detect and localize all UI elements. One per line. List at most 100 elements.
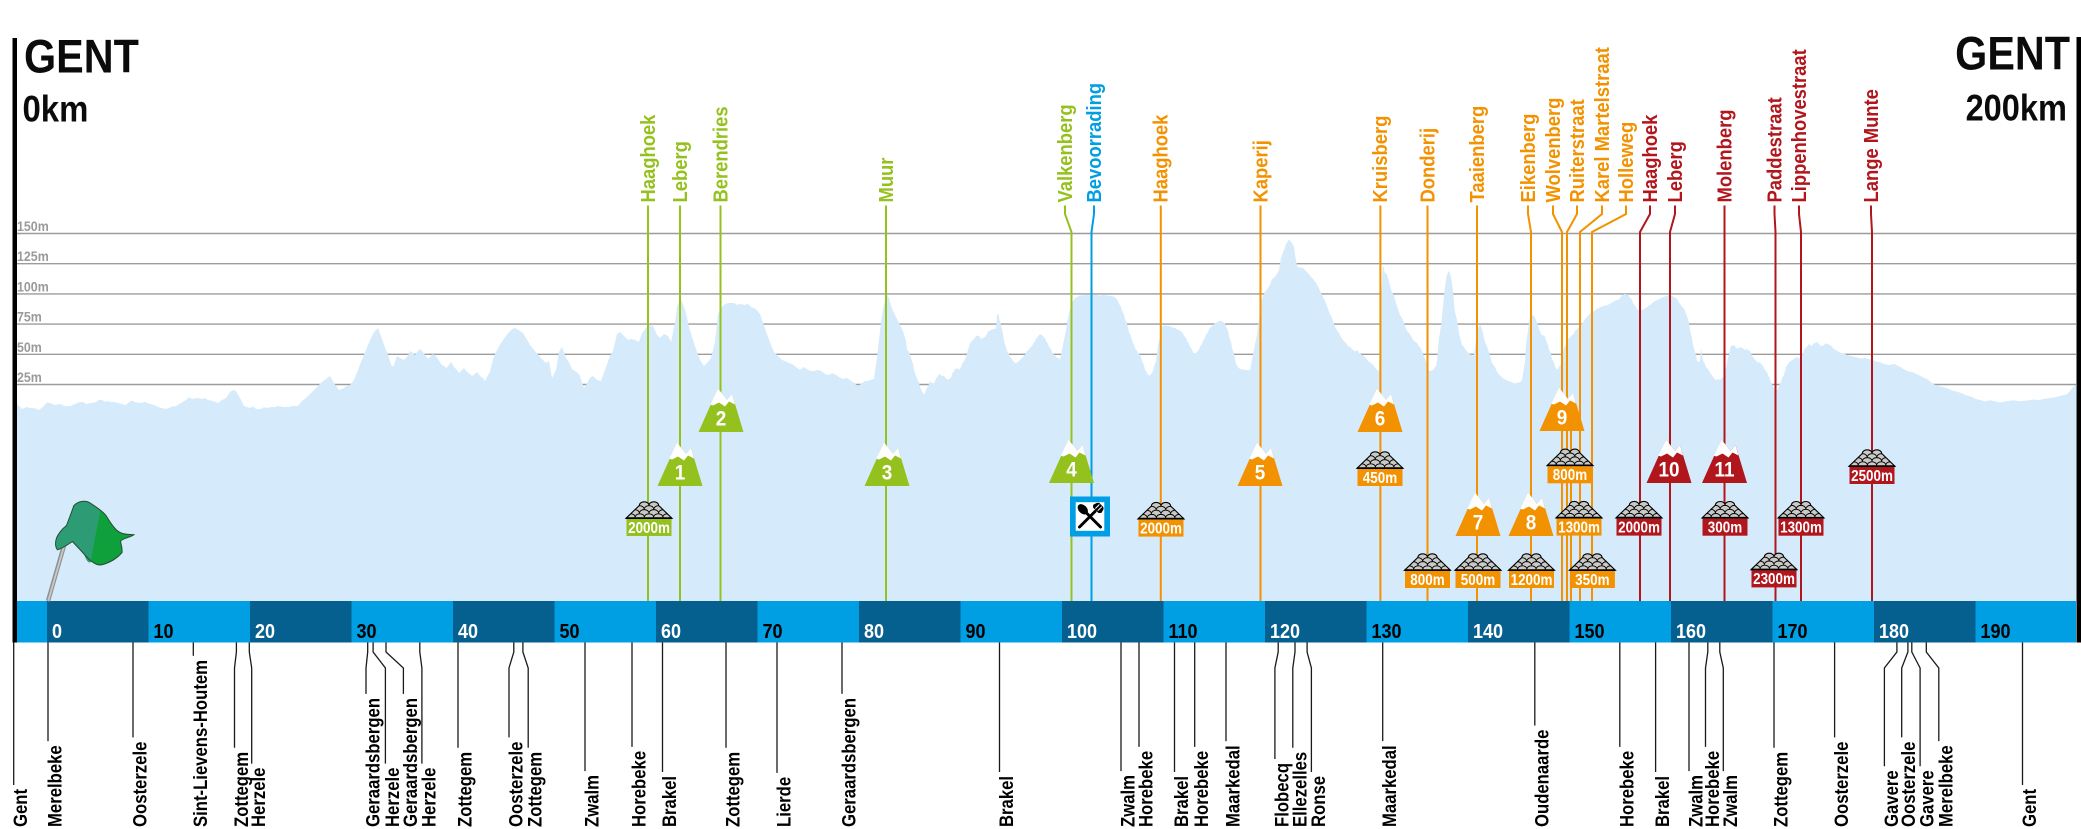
svg-text:160: 160	[1676, 621, 1706, 643]
svg-text:11: 11	[1714, 459, 1734, 482]
svg-text:Taaienberg: Taaienberg	[1467, 106, 1489, 203]
svg-text:Maarkedal: Maarkedal	[1223, 745, 1244, 827]
svg-text:120: 120	[1270, 621, 1300, 643]
svg-text:20: 20	[255, 621, 275, 643]
svg-text:Paddestraat: Paddestraat	[1765, 97, 1787, 203]
svg-text:Zottegem: Zottegem	[525, 752, 546, 827]
svg-text:130: 130	[1372, 621, 1402, 643]
svg-text:800m: 800m	[1410, 572, 1444, 589]
svg-text:Horebeke: Horebeke	[629, 751, 650, 827]
svg-text:Zottegem: Zottegem	[455, 752, 476, 827]
svg-text:GENT: GENT	[24, 31, 139, 83]
svg-text:25m: 25m	[17, 370, 42, 386]
svg-text:140: 140	[1473, 621, 1503, 643]
svg-text:70: 70	[763, 621, 783, 643]
svg-text:1: 1	[675, 462, 686, 485]
svg-text:2: 2	[716, 408, 727, 431]
svg-text:2000m: 2000m	[1618, 519, 1660, 536]
svg-text:Flobecq: Flobecq	[1271, 763, 1292, 827]
svg-text:Oudenaarde: Oudenaarde	[1531, 730, 1552, 827]
svg-text:Leberg: Leberg	[1665, 141, 1687, 202]
svg-text:350m: 350m	[1575, 572, 1609, 589]
svg-text:Lierde: Lierde	[774, 777, 795, 827]
svg-text:Eikenberg: Eikenberg	[1518, 114, 1540, 203]
svg-text:Gavere: Gavere	[1881, 770, 1902, 827]
svg-text:Sint-Lievens-Houtem: Sint-Lievens-Houtem	[190, 660, 211, 827]
svg-text:2300m: 2300m	[1753, 571, 1795, 588]
svg-text:Kruisberg: Kruisberg	[1371, 116, 1393, 203]
svg-text:Maarkedal: Maarkedal	[1379, 745, 1400, 827]
svg-text:0: 0	[52, 621, 62, 643]
svg-text:Oosterzele: Oosterzele	[1898, 742, 1919, 827]
svg-text:Holleweg: Holleweg	[1616, 122, 1638, 203]
svg-text:800m: 800m	[1553, 467, 1587, 484]
svg-text:Gavere: Gavere	[1917, 770, 1938, 827]
svg-text:Bevoorrading: Bevoorrading	[1084, 83, 1106, 203]
svg-text:150: 150	[1575, 621, 1605, 643]
svg-text:30: 30	[357, 621, 377, 643]
svg-text:Herzele: Herzele	[382, 768, 403, 827]
svg-text:Horebeke: Horebeke	[1191, 751, 1212, 827]
svg-text:50: 50	[560, 621, 580, 643]
svg-text:Gent: Gent	[2019, 789, 2040, 827]
svg-text:110: 110	[1169, 621, 1198, 643]
svg-text:150m: 150m	[17, 219, 49, 235]
svg-text:Oosterzele: Oosterzele	[130, 742, 151, 827]
svg-text:10: 10	[1659, 459, 1680, 482]
svg-text:50m: 50m	[17, 339, 42, 355]
svg-text:Horebeke: Horebeke	[1616, 751, 1637, 827]
svg-text:190: 190	[1981, 621, 2011, 643]
svg-text:Karel Martelstraat: Karel Martelstraat	[1592, 47, 1614, 203]
svg-text:Brakel: Brakel	[659, 776, 680, 827]
svg-text:2500m: 2500m	[1851, 468, 1893, 485]
svg-text:1300m: 1300m	[1780, 520, 1822, 537]
svg-text:Zottegem: Zottegem	[231, 752, 252, 827]
svg-text:Horebeke: Horebeke	[1136, 751, 1157, 827]
svg-text:Molenberg: Molenberg	[1715, 110, 1737, 203]
svg-text:1200m: 1200m	[1511, 572, 1553, 589]
svg-text:Gent: Gent	[10, 789, 31, 827]
svg-text:5: 5	[1255, 462, 1266, 485]
svg-text:Haaghoek: Haaghoek	[638, 114, 660, 202]
svg-text:Oosterzele: Oosterzele	[1831, 742, 1852, 827]
svg-text:Zwalm: Zwalm	[582, 775, 603, 827]
svg-text:300m: 300m	[1708, 520, 1742, 537]
svg-text:75m: 75m	[17, 309, 42, 325]
svg-text:2000m: 2000m	[1140, 520, 1182, 537]
svg-text:Merelbeke: Merelbeke	[1935, 745, 1956, 827]
svg-text:Zottegem: Zottegem	[1771, 752, 1792, 827]
svg-text:Ellezelles: Ellezelles	[1289, 752, 1310, 827]
svg-text:3: 3	[882, 462, 893, 485]
svg-text:Donderij: Donderij	[1418, 128, 1440, 203]
svg-text:180: 180	[1879, 621, 1909, 643]
svg-text:Kaperij: Kaperij	[1251, 140, 1273, 202]
svg-text:Geraardsbergen: Geraardsbergen	[400, 698, 421, 827]
svg-text:100: 100	[1067, 621, 1097, 643]
svg-text:Oosterzele: Oosterzele	[506, 742, 527, 827]
svg-text:Haaghoek: Haaghoek	[1640, 114, 1662, 202]
svg-text:Leberg: Leberg	[670, 141, 692, 202]
svg-text:Haaghoek: Haaghoek	[1151, 114, 1173, 202]
svg-text:Lippenhovestraat: Lippenhovestraat	[1789, 49, 1811, 203]
svg-text:60: 60	[661, 621, 681, 643]
svg-text:450m: 450m	[1363, 470, 1397, 487]
svg-text:Zottegem: Zottegem	[723, 752, 744, 827]
svg-text:Geraardsbergen: Geraardsbergen	[839, 698, 860, 827]
svg-text:10: 10	[154, 621, 174, 643]
svg-text:170: 170	[1778, 621, 1808, 643]
svg-text:0km: 0km	[23, 89, 89, 130]
svg-text:100m: 100m	[17, 279, 49, 295]
svg-text:1300m: 1300m	[1558, 519, 1600, 536]
svg-text:Brakel: Brakel	[996, 776, 1017, 827]
svg-text:Ronse: Ronse	[1308, 776, 1329, 827]
svg-text:Valkenberg: Valkenberg	[1055, 104, 1077, 202]
svg-text:200km: 200km	[1966, 88, 2067, 129]
svg-text:Zwalm: Zwalm	[1720, 775, 1741, 827]
svg-text:80: 80	[864, 621, 884, 643]
svg-text:Zwalm: Zwalm	[1686, 775, 1707, 827]
svg-text:2000m: 2000m	[628, 520, 670, 537]
svg-text:Wolvenberg: Wolvenberg	[1543, 98, 1565, 203]
svg-text:Muur: Muur	[876, 157, 898, 202]
svg-text:GENT: GENT	[1955, 28, 2070, 80]
svg-text:Geraardsbergen: Geraardsbergen	[363, 698, 384, 827]
